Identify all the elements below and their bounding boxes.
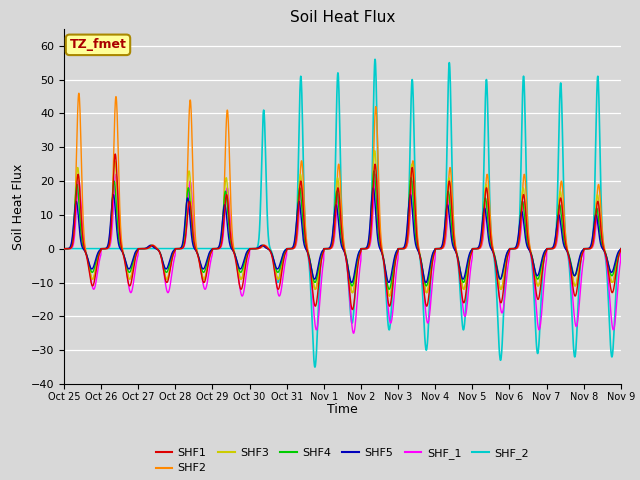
SHF3 (60, 246, 68, 252)
Line: SHF2: SHF2 (64, 93, 621, 296)
SHF1 (505, 250, 513, 256)
SHF1 (349, 307, 356, 312)
SHF_1 (372, 171, 380, 177)
SHF2 (617, 246, 625, 252)
SHF_1 (60, 246, 68, 252)
SHF5 (568, 267, 576, 273)
SHF5 (60, 246, 68, 252)
SHF2 (359, 246, 367, 252)
X-axis label: Time: Time (327, 403, 358, 416)
SHF2 (584, 246, 591, 252)
Line: SHF_1: SHF_1 (64, 174, 621, 333)
SHF3 (358, 246, 366, 252)
SHF_2 (584, 246, 591, 252)
SHF3 (386, 293, 394, 299)
SHF5 (371, 197, 379, 203)
SHF5 (358, 246, 366, 252)
SHF_1 (359, 246, 367, 252)
Text: TZ_fmet: TZ_fmet (70, 38, 127, 51)
SHF5 (584, 246, 591, 252)
Line: SHF5: SHF5 (64, 188, 621, 283)
SHF3 (505, 249, 513, 255)
Line: SHF4: SHF4 (64, 171, 621, 289)
SHF1 (371, 161, 379, 167)
Line: SHF1: SHF1 (64, 154, 621, 310)
Line: SHF_2: SHF_2 (64, 60, 621, 367)
SHF5 (617, 246, 625, 252)
SHF3 (568, 271, 576, 276)
Line: SHF3: SHF3 (64, 151, 621, 296)
SHF2 (371, 117, 379, 123)
SHF4 (584, 246, 591, 252)
Legend: SHF1, SHF2, SHF3, SHF4, SHF5, SHF_1, SHF_2: SHF1, SHF2, SHF3, SHF4, SHF5, SHF_1, SHF… (151, 444, 534, 478)
SHF_2 (568, 315, 576, 321)
SHF_2 (311, 364, 319, 370)
SHF_1 (371, 178, 379, 184)
SHF4 (216, 244, 223, 250)
SHF_1 (350, 330, 358, 336)
SHF_2 (371, 58, 379, 64)
SHF4 (568, 265, 576, 271)
SHF3 (371, 148, 378, 154)
SHF3 (371, 148, 379, 154)
SHF_1 (505, 259, 513, 264)
SHF1 (617, 246, 625, 252)
SHF5 (369, 185, 377, 191)
SHF5 (216, 243, 223, 249)
SHF2 (505, 249, 513, 255)
SHF2 (60, 246, 68, 252)
SHF4 (60, 246, 68, 252)
SHF4 (371, 172, 379, 178)
SHF_1 (617, 246, 625, 252)
SHF_2 (359, 246, 367, 252)
SHF3 (584, 246, 591, 252)
SHF1 (568, 277, 576, 283)
SHF_2 (505, 248, 513, 254)
SHF2 (75, 90, 83, 96)
Y-axis label: Soil Heat Flux: Soil Heat Flux (12, 163, 25, 250)
SHF_1 (568, 286, 576, 292)
SHF_2 (216, 246, 223, 252)
SHF3 (617, 246, 625, 252)
SHF4 (385, 287, 393, 292)
SHF4 (358, 246, 366, 252)
SHF_2 (60, 246, 68, 252)
SHF2 (386, 293, 394, 299)
SHF1 (359, 246, 367, 252)
SHF1 (584, 246, 591, 252)
SHF1 (60, 246, 68, 252)
SHF5 (505, 247, 513, 253)
SHF5 (422, 280, 429, 286)
SHF_1 (584, 246, 591, 252)
SHF_1 (216, 246, 223, 252)
SHF4 (505, 248, 513, 253)
SHF2 (568, 271, 576, 276)
SHF2 (216, 245, 223, 251)
SHF4 (370, 168, 378, 174)
SHF1 (111, 151, 119, 157)
SHF1 (216, 245, 223, 251)
SHF_2 (371, 57, 379, 62)
SHF_2 (617, 246, 625, 252)
SHF4 (617, 246, 625, 252)
SHF3 (216, 245, 223, 251)
Title: Soil Heat Flux: Soil Heat Flux (290, 10, 395, 25)
